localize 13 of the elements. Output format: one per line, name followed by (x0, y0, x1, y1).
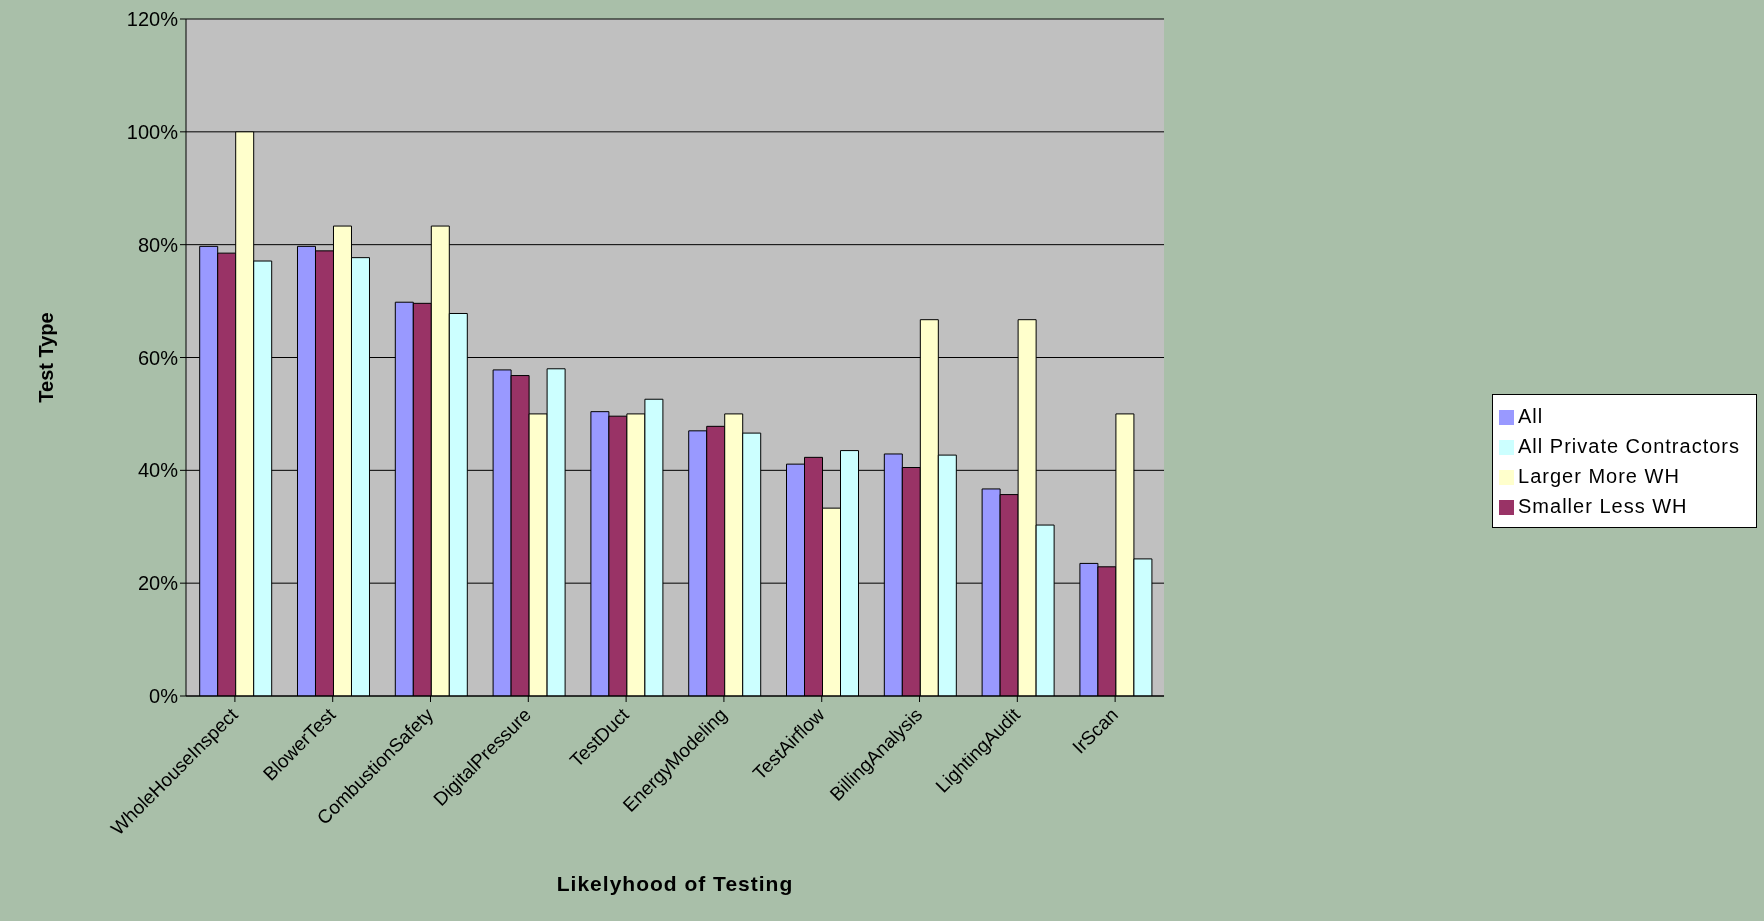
legend-label: All Private Contractors (1518, 434, 1740, 457)
y-axis-title: Test Type (35, 312, 58, 403)
y-tick-label: 80% (137, 233, 179, 256)
legend-label: Larger More WH (1518, 464, 1680, 487)
y-tick-label: 20% (137, 572, 179, 595)
y-tick-label: 120% (126, 8, 179, 31)
x-axis-title: Likelyhood of Testing (556, 872, 794, 895)
y-tick-label: 100% (126, 120, 179, 143)
y-tick-label: 40% (137, 459, 179, 482)
y-tick-label: 0% (149, 685, 179, 708)
legend-label: Smaller Less WH (1518, 494, 1688, 517)
y-tick-label: 60% (137, 346, 179, 369)
legend-label: All (1518, 404, 1544, 427)
